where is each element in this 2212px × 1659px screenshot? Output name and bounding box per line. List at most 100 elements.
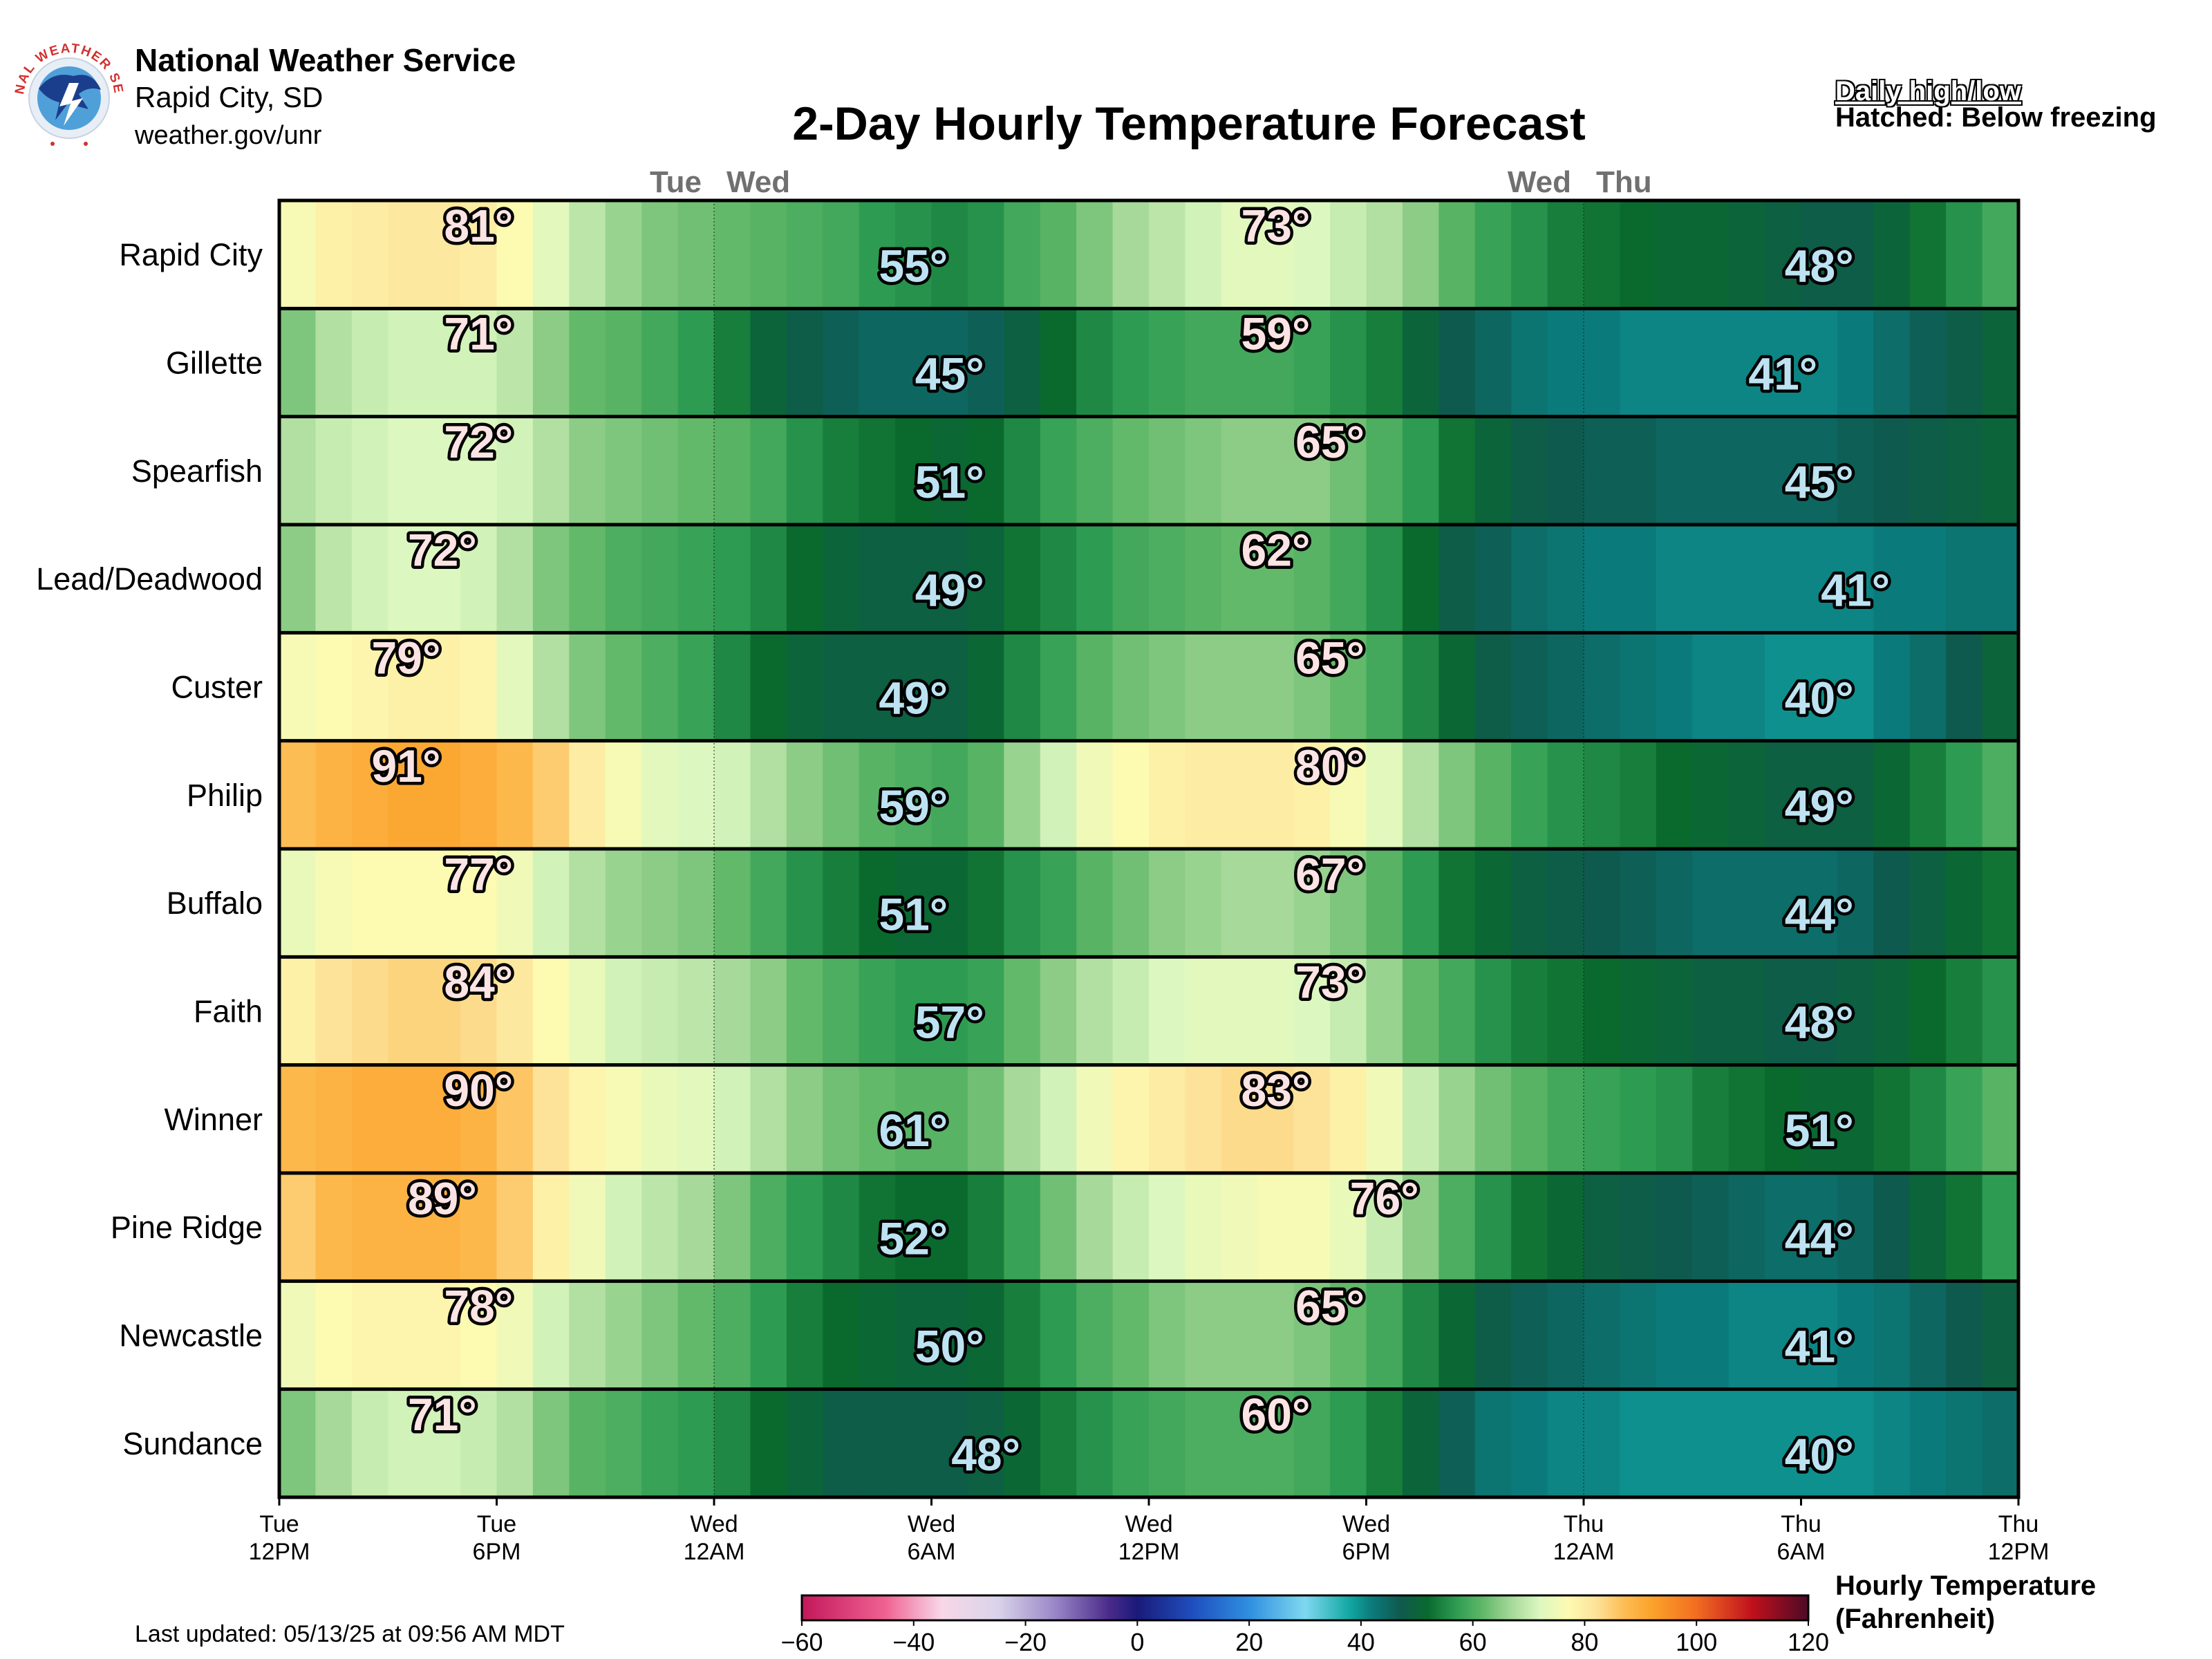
heatmap-cell xyxy=(823,308,860,418)
heatmap-cell xyxy=(1511,416,1548,525)
low-temp-label: 45° xyxy=(1785,456,1854,507)
colorbar-tick-label: 20 xyxy=(1235,1628,1263,1656)
heatmap-cell xyxy=(315,632,353,742)
heatmap-cell xyxy=(388,1281,425,1390)
heatmap-cell xyxy=(605,849,642,957)
heatmap-cell xyxy=(315,1389,353,1498)
heatmap-cell xyxy=(1837,1173,1874,1282)
heatmap-cell xyxy=(1511,1065,1548,1174)
heatmap-cell xyxy=(823,200,860,309)
heatmap-cell xyxy=(569,740,606,850)
heatmap-cell xyxy=(1873,632,1911,742)
heatmap-cell xyxy=(1221,1389,1258,1498)
heatmap-cell xyxy=(1076,525,1114,633)
heatmap-cell xyxy=(1257,1065,1295,1174)
row-label: Faith xyxy=(194,994,263,1029)
heatmap-cell xyxy=(750,525,787,633)
heatmap-cell xyxy=(496,957,534,1066)
heatmap-cell xyxy=(786,416,823,525)
heatmap-cell xyxy=(750,1173,787,1282)
heatmap-cell xyxy=(1584,849,1621,957)
colorbar-title-line2: (Fahrenheit) xyxy=(1835,1604,1996,1634)
heatmap-cell xyxy=(967,1173,1004,1282)
heatmap-cell xyxy=(1765,1281,1802,1390)
heatmap-cell xyxy=(714,1281,751,1390)
heatmap-cell xyxy=(1040,740,1077,850)
heatmap-cell xyxy=(1692,416,1730,525)
heatmap-cells xyxy=(279,200,2019,1498)
heatmap-cell xyxy=(641,200,679,309)
row-label: Custer xyxy=(171,670,263,705)
heatmap-cell xyxy=(1076,1173,1114,1282)
heatmap-cell xyxy=(1620,740,1657,850)
heatmap-cell xyxy=(1946,200,1983,309)
heatmap-cell xyxy=(1873,525,1911,633)
heatmap-cell xyxy=(1257,1389,1295,1498)
x-tick-label: 12PM xyxy=(249,1539,310,1565)
high-temp-label: 73° xyxy=(1295,957,1365,1008)
x-tick-label: 6PM xyxy=(1342,1539,1391,1565)
heatmap-cell xyxy=(1584,1065,1621,1174)
heatmap-cell xyxy=(1982,849,2019,957)
heatmap-cell xyxy=(1185,200,1222,309)
heatmap-cell xyxy=(1837,1065,1874,1174)
heatmap-cell xyxy=(677,740,715,850)
daily-high-low-note: Daily high/low xyxy=(1835,76,2021,106)
x-tick-label: Tue xyxy=(477,1511,516,1537)
heatmap-cell xyxy=(1366,308,1403,418)
low-temp-label: 41° xyxy=(1748,348,1817,400)
heatmap-cell xyxy=(967,632,1004,742)
heatmap-cell xyxy=(1438,632,1476,742)
heatmap-cell xyxy=(1584,1173,1621,1282)
heatmap-cell xyxy=(967,525,1004,633)
heatmap-cell xyxy=(714,632,751,742)
heatmap-cell xyxy=(496,849,534,957)
heatmap-cell xyxy=(1656,308,1693,418)
heatmap-cell xyxy=(1293,849,1331,957)
heatmap-cell xyxy=(1149,849,1186,957)
heatmap-cell xyxy=(1909,632,1947,742)
heatmap-cell xyxy=(532,632,570,742)
heatmap-cell xyxy=(1221,632,1258,742)
heatmap-cell xyxy=(315,1281,353,1390)
heatmap-cell xyxy=(1076,416,1114,525)
x-tick-label: 12AM xyxy=(1553,1539,1615,1565)
heatmap-cell xyxy=(1040,1173,1077,1282)
heatmap-cell xyxy=(1402,632,1439,742)
heatmap-cell xyxy=(1946,632,1983,742)
heatmap-cell xyxy=(605,1173,642,1282)
heatmap-cell xyxy=(859,1173,896,1282)
low-temp-label: 40° xyxy=(1785,673,1854,724)
heatmap-cell xyxy=(1438,525,1476,633)
heatmap-cell xyxy=(677,632,715,742)
heatmap-cell xyxy=(1547,308,1584,418)
heatmap-cell xyxy=(1656,416,1693,525)
heatmap-cell xyxy=(1076,849,1114,957)
heatmap-cell xyxy=(1366,1065,1403,1174)
heatmap-cell xyxy=(569,957,606,1066)
high-temp-label: 73° xyxy=(1241,200,1311,251)
heatmap-cell xyxy=(714,416,751,525)
heatmap-cell xyxy=(1584,1281,1621,1390)
heatmap-cell xyxy=(351,525,388,633)
high-temp-label: 81° xyxy=(444,200,513,251)
heatmap-cell xyxy=(1982,1281,2019,1390)
heatmap-cell xyxy=(279,200,317,309)
heatmap-cell xyxy=(1511,1389,1548,1498)
heatmap-cell xyxy=(1982,1389,2019,1498)
heatmap-cell xyxy=(714,957,751,1066)
heatmap-cell xyxy=(895,1281,932,1390)
heatmap-cell xyxy=(1873,1173,1911,1282)
heatmap-cell xyxy=(1004,632,1041,742)
heatmap-cell xyxy=(823,416,860,525)
heatmap-cell xyxy=(569,308,606,418)
heatmap-cell xyxy=(1112,1173,1150,1282)
heatmap-cell xyxy=(1801,740,1838,850)
high-temp-label: 65° xyxy=(1295,1281,1365,1332)
heatmap-cell xyxy=(895,200,932,309)
heatmap-cell xyxy=(1909,1281,1947,1390)
high-temp-label: 83° xyxy=(1241,1065,1311,1116)
heatmap-cell xyxy=(1837,416,1874,525)
row-label: Rapid City xyxy=(119,237,263,272)
heatmap-cell xyxy=(496,200,534,309)
